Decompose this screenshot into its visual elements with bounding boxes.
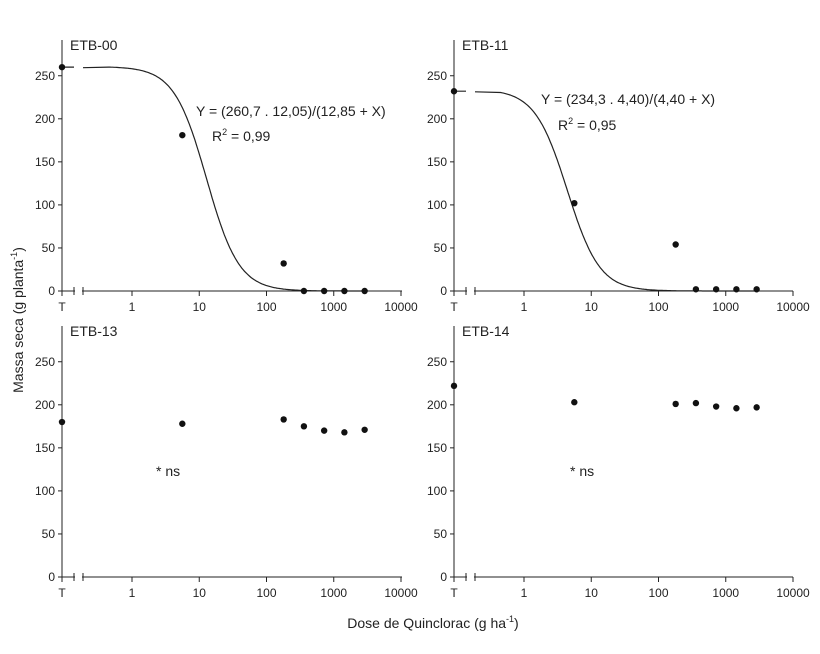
data-point	[753, 404, 760, 411]
y-tick-label: 250	[427, 69, 447, 83]
x-axis-break-gap	[75, 290, 82, 292]
data-point	[300, 287, 308, 295]
y-tick-label: 150	[35, 155, 55, 169]
y-tick-label: 50	[434, 241, 448, 255]
data-point	[280, 260, 287, 267]
x-tick-label: 100	[648, 300, 668, 314]
y-tick-label: 200	[35, 398, 55, 412]
x-tick-label: 100	[256, 300, 276, 314]
y-tick-label: 150	[427, 441, 447, 455]
x-axis-break-gap	[467, 576, 474, 578]
r-squared: R2 = 0,95	[558, 116, 617, 133]
panel-etb-14: 0 50 100 150 200 250 T 1 10 100 1000 10000 ETB-14 * n…	[427, 323, 810, 600]
y-tick-label: 0	[48, 284, 55, 298]
x-tick-label: 10	[585, 300, 599, 314]
y-tick-label: 0	[440, 570, 447, 584]
data-point	[341, 287, 348, 295]
x-axis-label: Dose de Quinclorac (g ha-1)	[347, 614, 518, 631]
y-tick-label: 100	[35, 198, 55, 212]
data-point	[733, 405, 740, 412]
data-point	[753, 286, 760, 293]
y-tick-label: 150	[35, 441, 55, 455]
data-point	[571, 199, 578, 207]
panel-title: ETB-00	[70, 37, 118, 53]
y-tick-label: 250	[35, 355, 55, 369]
x-tick-label: T	[58, 300, 66, 314]
y-tick-label: 200	[35, 112, 55, 126]
significance-note: * ns	[570, 463, 594, 479]
x-tick-label: T	[450, 586, 458, 600]
data-point	[179, 420, 186, 427]
data-point	[692, 286, 700, 293]
x-tick-label: 10	[193, 300, 207, 314]
y-tick-label: 200	[427, 112, 447, 126]
data-point	[280, 416, 287, 423]
panel-etb-00: 0 50 100 150 200 250 T 1 10 100 1000 10000 ETB-00 Y =…	[35, 37, 418, 314]
panel-etb-13: 0 50 100 150 200 250 T 1 10 100 1000 10000 ETB-13 * n…	[35, 323, 418, 600]
data-point	[320, 427, 328, 434]
x-tick-label: 10000	[384, 300, 418, 314]
panel-title: ETB-14	[462, 323, 510, 339]
data-point	[712, 403, 720, 410]
data-point	[58, 418, 66, 426]
fit-equation: Y = (234,3 . 4,40)/(4,40 + X)	[541, 91, 715, 107]
r-squared: R2 = 0,99	[212, 127, 271, 144]
data-point	[179, 131, 186, 139]
x-tick-label: 10000	[384, 586, 418, 600]
x-tick-label: 10000	[776, 586, 810, 600]
x-tick-label: 10000	[776, 300, 810, 314]
data-point	[300, 423, 308, 430]
x-axis-break-gap	[467, 290, 474, 292]
significance-note: * ns	[156, 463, 180, 479]
y-axis-label: Massa seca (g planta-1)	[9, 247, 26, 393]
y-tick-label: 0	[48, 570, 55, 584]
x-tick-label: 1000	[712, 586, 739, 600]
x-tick-label: T	[58, 586, 66, 600]
x-tick-label: 1	[521, 300, 528, 314]
y-tick-label: 100	[427, 484, 447, 498]
x-axis-break-gap	[75, 576, 82, 578]
panel-etb-11: 0 50 100 150 200 250 T 1 10 100 1000 10000 ETB-11 Y =…	[427, 37, 810, 314]
y-tick-label: 200	[427, 398, 447, 412]
x-tick-label: 100	[648, 586, 668, 600]
data-point	[361, 287, 368, 295]
y-tick-label: 50	[42, 527, 56, 541]
data-point	[571, 399, 578, 406]
fitted-curve	[62, 66, 366, 292]
x-tick-label: 1000	[712, 300, 739, 314]
data-point	[341, 429, 348, 436]
data-point	[58, 63, 66, 71]
data-point	[692, 399, 700, 407]
x-tick-label: 1	[129, 300, 136, 314]
x-tick-label: 100	[256, 586, 276, 600]
y-tick-label: 100	[35, 484, 55, 498]
data-point	[450, 88, 458, 95]
y-tick-label: 50	[434, 527, 448, 541]
x-tick-label: 10	[193, 586, 207, 600]
y-tick-label: 250	[427, 355, 447, 369]
panel-title: ETB-13	[70, 323, 118, 339]
panel-title: ETB-11	[462, 37, 509, 53]
y-tick-label: 0	[440, 284, 447, 298]
x-tick-label: 10	[585, 586, 599, 600]
data-point	[712, 286, 720, 293]
data-point	[672, 241, 679, 248]
y-tick-label: 250	[35, 69, 55, 83]
y-tick-label: 50	[42, 241, 56, 255]
data-point	[450, 382, 458, 390]
data-point	[361, 426, 368, 433]
x-tick-label: 1	[129, 586, 136, 600]
x-tick-label: T	[450, 300, 458, 314]
data-point	[672, 400, 679, 408]
x-tick-label: 1000	[320, 300, 347, 314]
x-tick-label: 1000	[320, 586, 347, 600]
x-tick-label: 1	[521, 586, 528, 600]
y-tick-label: 150	[427, 155, 447, 169]
data-point	[320, 287, 328, 295]
y-tick-label: 100	[427, 198, 447, 212]
fit-equation: Y = (260,7 . 12,05)/(12,85 + X)	[196, 103, 386, 119]
data-point	[733, 286, 740, 293]
